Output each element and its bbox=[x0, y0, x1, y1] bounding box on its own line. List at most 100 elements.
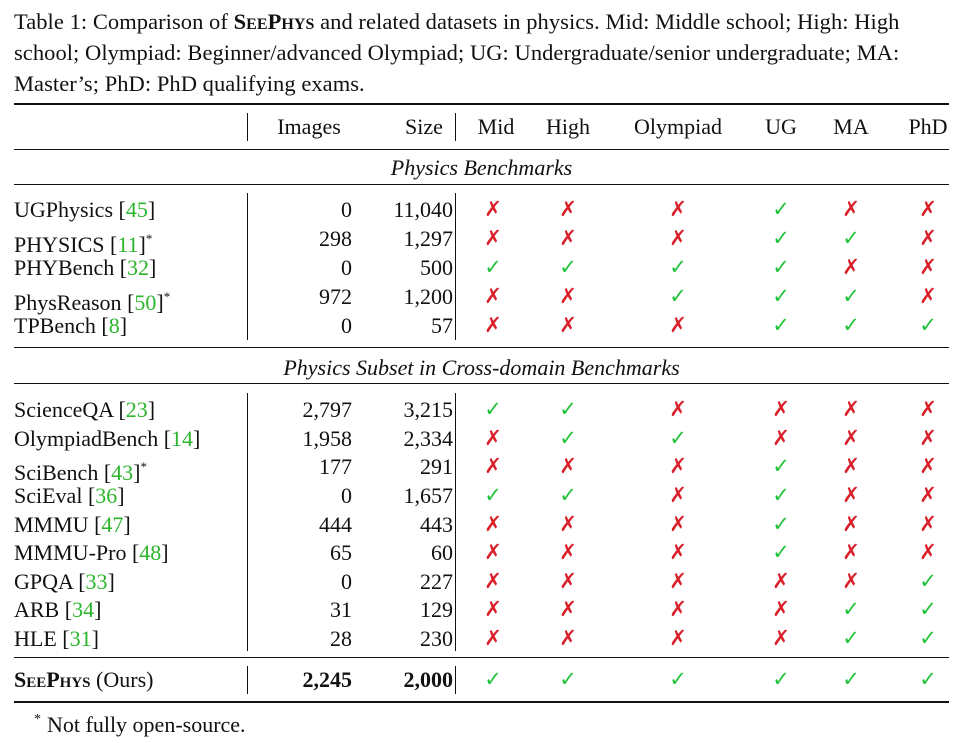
caption-label: Table 1: bbox=[14, 9, 88, 34]
images-count: 444 bbox=[319, 512, 352, 537]
check-mark: ✓ bbox=[772, 255, 790, 279]
cross-mark: ✗ bbox=[484, 284, 502, 308]
citation-link[interactable]: 23 bbox=[125, 397, 148, 422]
dataset-name: TPBench [8] bbox=[14, 313, 128, 338]
section-rule bbox=[14, 347, 949, 348]
citation-link[interactable]: 36 bbox=[95, 483, 118, 508]
check-mark: ✓ bbox=[842, 667, 860, 691]
size-count: 57 bbox=[431, 313, 453, 338]
dataset-name: OlympiadBench [14] bbox=[14, 426, 201, 451]
footnote-star: * bbox=[34, 712, 41, 727]
images-count: 31 bbox=[330, 597, 352, 622]
cross-mark: ✗ bbox=[919, 483, 937, 507]
cross-mark: ✗ bbox=[484, 512, 502, 536]
citation-link[interactable]: 11 bbox=[117, 232, 139, 257]
size-count: 1,297 bbox=[403, 226, 454, 251]
header-phd: PhD bbox=[908, 114, 948, 139]
citation-link[interactable]: 47 bbox=[101, 512, 124, 537]
cross-mark: ✗ bbox=[559, 284, 577, 308]
images-count: 298 bbox=[319, 226, 352, 251]
cross-mark: ✗ bbox=[842, 569, 860, 593]
cross-mark: ✗ bbox=[559, 540, 577, 564]
table-row: ScienceQA [23] 2,797 3,215 ✓ ✓ ✗ ✗ ✗ ✗ bbox=[14, 395, 949, 424]
dataset-label: TPBench bbox=[14, 313, 96, 338]
table-row: MMMU [47] 444 443 ✗ ✗ ✗ ✓ ✗ ✗ bbox=[14, 510, 949, 539]
cross-mark: ✗ bbox=[919, 454, 937, 478]
citation-link[interactable]: 50 bbox=[134, 290, 157, 315]
check-mark: ✓ bbox=[919, 597, 937, 621]
dataset-label: ScienceQA bbox=[14, 397, 113, 422]
cross-mark: ✗ bbox=[484, 540, 502, 564]
size-count: 11,040 bbox=[393, 197, 453, 222]
cross-mark: ✗ bbox=[669, 540, 687, 564]
check-mark: ✓ bbox=[919, 313, 937, 337]
images-count: 177 bbox=[319, 454, 352, 479]
size-count: 3,215 bbox=[403, 397, 454, 422]
table-row: PHYSICS [11]* 298 1,297 ✗ ✗ ✗ ✓ ✓ ✗ bbox=[14, 224, 949, 257]
column-separator bbox=[247, 113, 248, 141]
column-separator bbox=[247, 393, 248, 651]
citation-link[interactable]: 34 bbox=[72, 597, 95, 622]
cross-mark: ✗ bbox=[842, 454, 860, 478]
table-caption: Table 1: Comparison of SeePhys and relat… bbox=[14, 6, 954, 99]
check-mark: ✓ bbox=[842, 313, 860, 337]
cross-mark: ✗ bbox=[559, 512, 577, 536]
check-mark: ✓ bbox=[559, 255, 577, 279]
cross-mark: ✗ bbox=[559, 569, 577, 593]
citation-link[interactable]: 48 bbox=[139, 540, 162, 565]
section-rule bbox=[14, 383, 949, 384]
check-mark: ✓ bbox=[772, 226, 790, 250]
citation-link[interactable]: 8 bbox=[108, 313, 120, 338]
header-row: Images Size Mid High Olympiad UG MA PhD bbox=[14, 112, 949, 141]
header-ma: MA bbox=[833, 114, 869, 139]
cross-mark: ✗ bbox=[484, 597, 502, 621]
column-separator bbox=[455, 193, 456, 340]
size-count: 500 bbox=[420, 255, 453, 280]
dataset-label: HLE bbox=[14, 626, 57, 651]
citation-link[interactable]: 43 bbox=[111, 460, 134, 485]
cross-mark: ✗ bbox=[919, 540, 937, 564]
cross-mark: ✗ bbox=[669, 313, 687, 337]
check-mark: ✓ bbox=[559, 667, 577, 691]
cross-mark: ✗ bbox=[559, 197, 577, 221]
cross-mark: ✗ bbox=[559, 454, 577, 478]
not-open-source-marker: * bbox=[140, 459, 147, 474]
images-count: 1,958 bbox=[302, 426, 353, 451]
cross-mark: ✗ bbox=[669, 569, 687, 593]
ours-suffix: (Ours) bbox=[96, 667, 154, 692]
size-count: 1,657 bbox=[403, 483, 454, 508]
check-mark: ✓ bbox=[919, 569, 937, 593]
cross-mark: ✗ bbox=[669, 512, 687, 536]
cross-mark: ✗ bbox=[842, 397, 860, 421]
table-row: SciEval [36] 0 1,657 ✓ ✓ ✗ ✓ ✗ ✗ bbox=[14, 481, 949, 510]
cross-mark: ✗ bbox=[559, 626, 577, 650]
citation-link[interactable]: 31 bbox=[69, 626, 92, 651]
cross-mark: ✗ bbox=[484, 426, 502, 450]
citation-link[interactable]: 45 bbox=[125, 197, 148, 222]
cross-mark: ✗ bbox=[772, 397, 790, 421]
check-mark: ✓ bbox=[669, 255, 687, 279]
dataset-label: MMMU bbox=[14, 512, 89, 537]
citation-link[interactable]: 33 bbox=[85, 569, 108, 594]
cross-mark: ✗ bbox=[669, 397, 687, 421]
cross-mark: ✗ bbox=[842, 512, 860, 536]
dataset-label: GPQA bbox=[14, 569, 73, 594]
check-mark: ✓ bbox=[772, 540, 790, 564]
table-row: SciBench [43]* 177 291 ✗ ✗ ✗ ✓ ✗ ✗ bbox=[14, 452, 949, 485]
cross-mark: ✗ bbox=[669, 483, 687, 507]
citation-link[interactable]: 32 bbox=[127, 255, 150, 280]
cross-mark: ✗ bbox=[919, 226, 937, 250]
check-mark: ✓ bbox=[772, 512, 790, 536]
top-rule bbox=[14, 103, 949, 105]
images-count: 2,245 bbox=[302, 667, 353, 692]
cross-mark: ✗ bbox=[559, 313, 577, 337]
ours-name: SeePhys bbox=[14, 667, 91, 692]
images-count: 0 bbox=[341, 197, 352, 222]
cross-mark: ✗ bbox=[669, 226, 687, 250]
cross-mark: ✗ bbox=[484, 454, 502, 478]
dataset-name: HLE [31] bbox=[14, 626, 99, 651]
images-count: 0 bbox=[341, 255, 352, 280]
citation-link[interactable]: 14 bbox=[171, 426, 194, 451]
dataset-label: MMMU-Pro bbox=[14, 540, 127, 565]
check-mark: ✓ bbox=[772, 483, 790, 507]
